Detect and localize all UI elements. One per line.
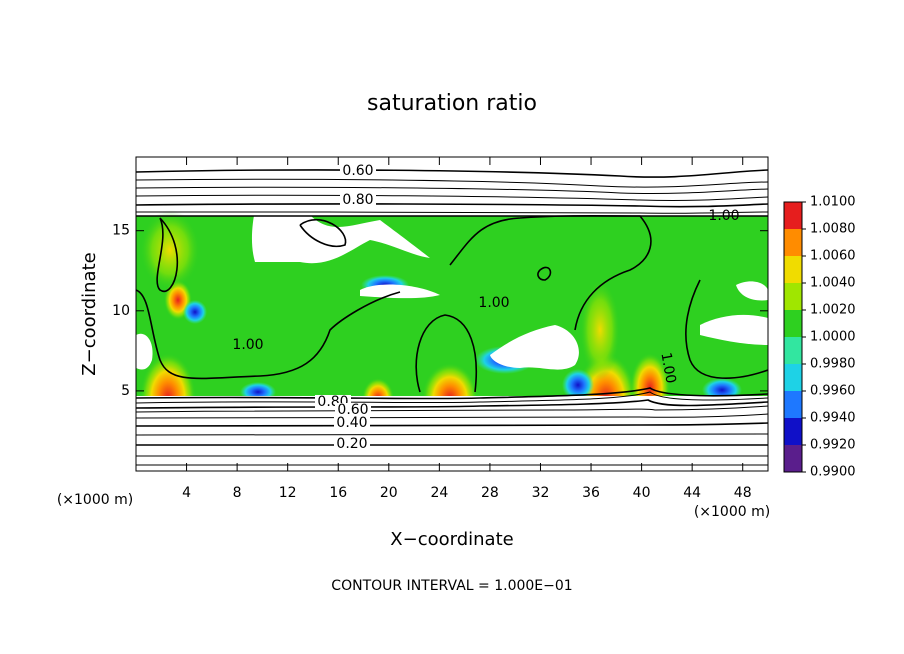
contour-label: 1.00: [708, 208, 739, 224]
contour-label: 1.00: [657, 351, 678, 384]
plot-frame: [135, 156, 769, 472]
colorbar-tick-label: 0.9900: [810, 465, 856, 480]
x-tick-label: 28: [481, 485, 499, 501]
contour-label: 1.00: [232, 337, 263, 353]
colorbar-tick-label: 1.0100: [810, 195, 856, 210]
colorbar-tick-label: 0.9960: [810, 384, 856, 399]
field-spot: [580, 280, 620, 380]
colorbar-tick-label: 1.0080: [810, 222, 856, 237]
x-tick-label: 4: [182, 485, 191, 501]
contour-label: 0.80: [342, 192, 373, 208]
x-tick-label: 8: [233, 485, 242, 501]
contour-label: 0.60: [342, 163, 373, 179]
colorbar-segment: [784, 310, 802, 337]
x-tick-label: 24: [430, 485, 448, 501]
contour-label: 0.40: [336, 415, 367, 431]
field-spot: [562, 369, 594, 401]
field-blob: [700, 314, 768, 345]
colorbar-tick-label: 1.0000: [810, 330, 856, 345]
contours: [136, 169, 768, 466]
x-tick-label: 20: [380, 485, 398, 501]
colorbar-tick-label: 0.9980: [810, 357, 856, 372]
x-tick-label: 36: [582, 485, 600, 501]
field-blob: [251, 204, 430, 264]
colorbar-segment: [784, 364, 802, 391]
x-tick-label: 40: [633, 485, 651, 501]
colorbar-segment: [784, 256, 802, 283]
x-unit-left: (×1000 m): [57, 492, 133, 508]
field: [136, 169, 768, 471]
colorbar-segment: [784, 445, 802, 472]
x-unit-right: (×1000 m): [694, 504, 770, 520]
field-spot: [183, 300, 207, 324]
field-lower: [136, 396, 768, 471]
y-tick-label: 10: [112, 303, 130, 319]
y-tick-label: 15: [112, 223, 130, 239]
colorbar-segment: [784, 418, 802, 445]
colorbar-segment: [784, 391, 802, 418]
colorbar-tick-label: 1.0020: [810, 303, 856, 318]
annotation: CONTOUR INTERVAL = 1.000E−01: [331, 578, 572, 594]
field-blob: [490, 325, 579, 370]
y-axis-label: Z−coordinate: [79, 252, 100, 375]
field-blob: [736, 281, 768, 301]
x-tick-label: 44: [683, 485, 701, 501]
x-tick-label: 32: [532, 485, 550, 501]
colorbar-tick-label: 0.9920: [810, 438, 856, 453]
y-tick-label: 5: [121, 383, 130, 399]
field-blob: [360, 284, 440, 299]
field-spot: [140, 210, 200, 290]
colorbar-tick-label: 0.9940: [810, 411, 856, 426]
colorbar-segment: [784, 202, 802, 229]
contour-label: 1.00: [478, 295, 509, 311]
contour-label-bg: [340, 164, 376, 178]
contour-label-bg: [340, 193, 376, 207]
contour-label-bg: [335, 403, 371, 417]
x-axis-label: X−coordinate: [390, 529, 513, 550]
chart-title: saturation ratio: [367, 91, 537, 116]
x-tick-label: 48: [734, 485, 752, 501]
colorbar-tick-label: 1.0040: [810, 276, 856, 291]
contour-label: 0.60: [337, 402, 368, 418]
contour-label-bg: [334, 416, 370, 430]
contour-label-bg: [334, 437, 370, 451]
x-tick-label: 16: [329, 485, 347, 501]
colorbar-segment: [784, 229, 802, 256]
colorbar-segment: [784, 283, 802, 310]
colorbar-segment: [784, 337, 802, 364]
field-blob: [136, 333, 153, 370]
x-tick-label: 12: [279, 485, 297, 501]
colorbar-tick-label: 1.0060: [810, 249, 856, 264]
contour-label: 0.20: [336, 436, 367, 452]
